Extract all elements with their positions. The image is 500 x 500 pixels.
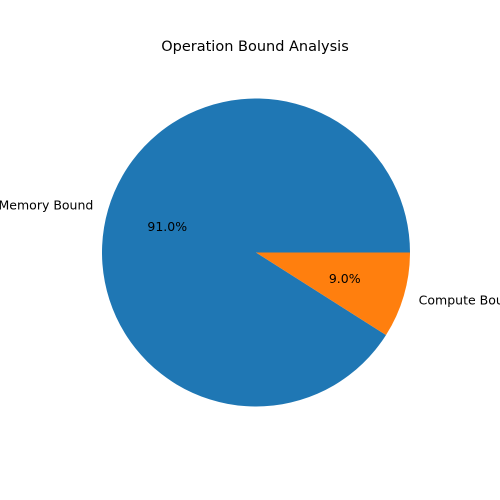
slice-label-memory-bound: Memory Bound [0, 198, 93, 213]
pie-labels: Memory Bound 91.0% Compute Bound 9.0% [0, 198, 500, 308]
slice-percent-compute-bound: 9.0% [329, 271, 361, 286]
chart-title: Operation Bound Analysis [161, 39, 349, 55]
pie-slices [101, 98, 410, 407]
slice-label-compute-bound: Compute Bound [419, 292, 500, 307]
pie-slice-compute-bound [256, 252, 410, 336]
slice-percent-memory-bound: 91.0% [147, 219, 187, 234]
pie-slice-memory-bound [101, 98, 410, 407]
